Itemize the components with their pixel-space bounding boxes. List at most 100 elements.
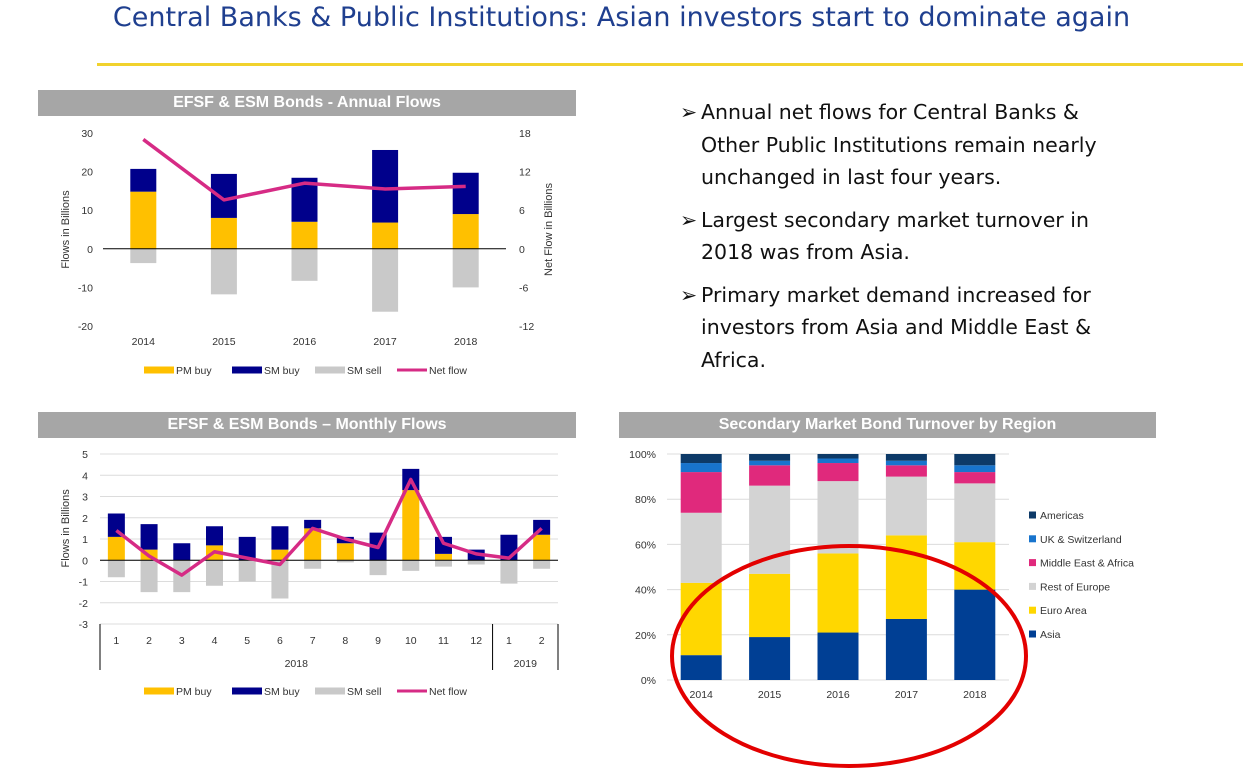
legend-label: SM sell: [347, 686, 381, 698]
legend-swatch: [232, 366, 262, 374]
y2-tick-label: 12: [519, 167, 531, 179]
x-tick-label: 2018: [963, 689, 987, 701]
y-tick-label: 3: [82, 492, 88, 504]
legend-label: SM buy: [264, 686, 300, 698]
y2-tick-label: -12: [519, 321, 534, 333]
legend-label: Americas: [1040, 510, 1084, 522]
sm-sell-bar: [238, 560, 256, 582]
y-tick-label: 60%: [635, 539, 656, 551]
sm-buy-bar: [173, 543, 191, 561]
legend-label: Euro Area: [1040, 605, 1087, 617]
turnover-segment: [680, 454, 722, 464]
sm-sell-bar: [369, 560, 387, 576]
bullet-item: ➢ Largest secondary market turnover in 2…: [680, 204, 1140, 269]
bullet-list: ➢ Annual net flows for Central Banks & O…: [680, 96, 1140, 386]
x-tick-label: 2014: [690, 689, 714, 701]
y-tick-label: 0: [82, 555, 88, 567]
bullet-item: ➢ Annual net flows for Central Banks & O…: [680, 96, 1140, 194]
legend-label: UK & Switzerland: [1040, 534, 1122, 546]
net-flow-line: [142, 138, 466, 202]
net-flow-line: [115, 477, 543, 577]
legend-swatch: [315, 366, 345, 374]
y-tick-label: 30: [81, 128, 93, 140]
turnover-segment: [749, 637, 791, 680]
group-label: 2019: [514, 658, 538, 670]
sm-buy-bar: [372, 149, 399, 223]
legend-label: SM buy: [264, 365, 300, 377]
legend-swatch: [232, 687, 262, 695]
legend-swatch: [1029, 511, 1036, 519]
pm-buy-bar: [533, 534, 551, 561]
page-title: Central Banks & Public Institutions: Asi…: [112, 2, 1131, 33]
sm-sell-bar: [500, 560, 518, 584]
annual-flows-chart: 30 20 10 0 -10 -20 18 12 6 0 -6 -12 Flows in Billion…: [60, 128, 555, 377]
y2-axis-label: Net Flow in Billions: [543, 183, 555, 276]
turnover-segment: [954, 454, 996, 466]
pm-buy-bar: [130, 191, 157, 249]
legend-swatch: [1029, 630, 1036, 638]
sm-sell-bar: [130, 248, 157, 264]
pm-buy-bar: [372, 222, 399, 249]
y-tick-label: 10: [81, 205, 93, 217]
group-label: 2018: [285, 658, 309, 670]
sm-buy-bar: [206, 526, 223, 546]
turnover-segment: [885, 465, 927, 477]
y-tick-label: 2: [82, 513, 88, 525]
turnover-segment: [885, 454, 927, 461]
sm-buy-bar: [271, 526, 289, 550]
arrow-bullet-icon: ➢: [680, 282, 698, 307]
sm-sell-bar: [467, 560, 485, 565]
sm-buy-bar: [107, 513, 125, 537]
legend-swatch: [144, 366, 174, 374]
x-tick-label: 2017: [895, 689, 919, 701]
y-tick-label: 1: [82, 534, 88, 546]
sm-sell-bar: [291, 248, 318, 281]
x-tick-label: 12: [470, 635, 482, 647]
x-tick-label: 2016: [826, 689, 850, 701]
sm-sell-bar: [210, 248, 237, 295]
turnover-segment: [817, 458, 859, 464]
legend-swatch: [1029, 606, 1036, 614]
x-tick-label: 2: [146, 635, 152, 647]
y-tick-label: -1: [79, 577, 88, 589]
legend-swatch: [144, 687, 174, 695]
bullet-text: Annual net flows for Central Banks & Oth…: [701, 100, 1097, 189]
legend-swatch: [1029, 559, 1036, 567]
sm-sell-bar: [372, 248, 399, 312]
x-tick-label: 2015: [758, 689, 782, 701]
turnover-by-region-chart: 100% 80% 60% 40% 20% 0% 2014 2015 2016 2017 2018 Am…: [629, 449, 1134, 768]
y-tick-label: 5: [82, 449, 88, 461]
sm-sell-bar: [402, 560, 420, 571]
x-tick-label: 2017: [373, 336, 397, 348]
y-tick-label: 20: [81, 167, 93, 179]
title-underline: [97, 63, 1243, 66]
sm-sell-bar: [206, 560, 223, 586]
sm-buy-bar: [130, 168, 157, 192]
pm-buy-bar: [452, 214, 479, 249]
turnover-segment: [954, 589, 996, 680]
pm-buy-bar: [271, 549, 289, 561]
highlight-ellipse: [670, 544, 1028, 768]
y-tick-label: 80%: [635, 494, 656, 506]
x-tick-label: 2015: [212, 336, 236, 348]
turnover-segment: [885, 460, 927, 466]
turnover-segment: [885, 476, 927, 536]
x-tick-label: 5: [244, 635, 250, 647]
turnover-segment: [749, 454, 791, 461]
arrow-bullet-icon: ➢: [680, 100, 698, 124]
pm-buy-bar: [304, 528, 322, 561]
legend-swatch: [315, 687, 345, 695]
pm-buy-bar: [435, 553, 452, 561]
turnover-chart-header: Secondary Market Bond Turnover by Region: [619, 412, 1156, 438]
turnover-segment: [954, 472, 996, 484]
turnover-segment: [954, 542, 996, 590]
turnover-segment: [954, 465, 996, 473]
arrow-bullet-icon: ➢: [680, 207, 698, 232]
legend-label: SM sell: [347, 365, 381, 377]
legend-label: Net flow: [429, 365, 467, 377]
legend-label: PM buy: [176, 686, 212, 698]
y-axis-label: Flows in Billions: [60, 190, 72, 269]
sm-sell-bar: [107, 560, 125, 578]
sm-buy-bar: [238, 536, 256, 561]
x-tick-label: 4: [212, 635, 218, 647]
